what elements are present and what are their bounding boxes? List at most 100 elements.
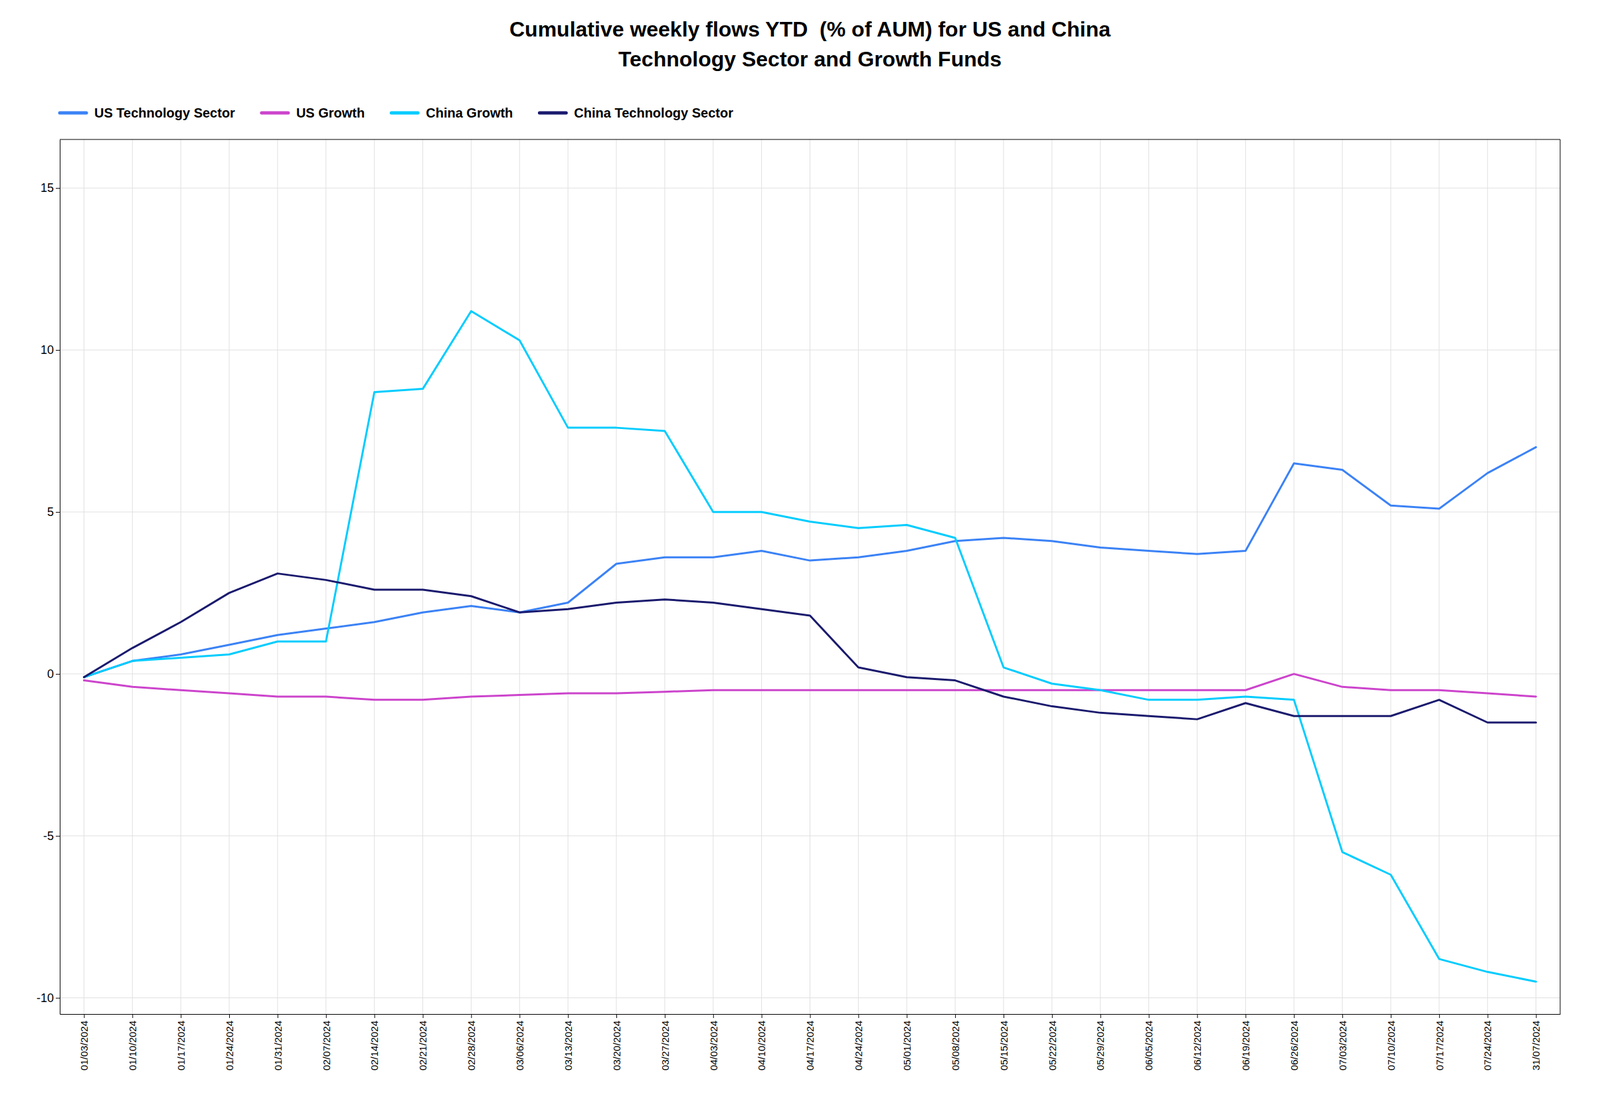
legend-item: US Growth [261,105,365,121]
tick-label: -10 [36,991,54,1005]
tick-label: 04/17/2024 [804,1020,816,1071]
legend-swatch [59,111,87,115]
grid-line [955,139,956,1015]
tick-mark [810,1014,811,1019]
tick-mark [1342,1014,1343,1019]
tick: 02/21/2024 [417,1014,429,1071]
tick-mark [277,1014,279,1019]
chart: -10-505101501/03/202401/10/202401/17/202… [0,0,1600,1107]
tick: 07/03/2024 [1336,1014,1349,1071]
tick-mark [1052,1014,1053,1019]
tick: 07/17/2024 [1433,1014,1446,1071]
tick-label: 02/21/2024 [417,1020,429,1071]
legend: US Technology Sector US Growth China Growt… [59,105,734,121]
grid-line [761,139,762,1015]
grid-line [83,139,85,1015]
tick-label: 06/19/2024 [1240,1020,1252,1071]
line [83,446,1536,677]
tick-label: 01/10/2024 [126,1020,139,1071]
tick-mark [326,1014,327,1019]
legend-label: US Technology Sector [94,105,236,121]
tick-mark [567,1014,569,1019]
tick-label: 31/07/2024 [1530,1020,1542,1071]
tick-mark [55,836,60,837]
tick-mark [229,1014,230,1019]
grid-line [1196,139,1198,1015]
tick-mark [1196,1014,1198,1019]
tick-label: 04/10/2024 [755,1020,768,1071]
grid-line [906,139,908,1015]
tick-label: 15 [40,181,54,195]
tick: 01/17/2024 [175,1014,187,1071]
tick-label: 5 [47,505,54,519]
tick-mark [470,1014,472,1019]
legend-label: US Growth [296,105,365,121]
line [83,573,1536,723]
tick-mark [132,1014,133,1019]
grid-line [1293,139,1295,1015]
grid-line [1342,139,1343,1015]
grid-line [809,139,811,1015]
tick-mark [955,1014,956,1019]
tick-label: 05/15/2024 [998,1020,1010,1071]
tick: 06/19/2024 [1240,1014,1252,1071]
title-line: Technology Sector and Growth Funds [618,47,1002,72]
tick: 03/20/2024 [611,1014,623,1071]
tick-mark [906,1014,908,1019]
grid-line [567,139,569,1015]
axis-line [59,140,61,1015]
legend-item: China Growth [391,105,513,121]
legend-swatch [391,111,418,115]
legend-swatch [261,111,289,115]
tick-mark [1536,1014,1537,1019]
tick-label: -5 [43,829,54,843]
tick-mark [761,1014,763,1019]
grid-line [519,139,521,1015]
grid-line [1487,139,1488,1015]
tick-mark [1003,1014,1005,1019]
tick-label: 01/31/2024 [272,1020,284,1071]
legend-item: China Technology Sector [539,105,734,121]
legend-item: US Technology Sector [59,105,236,121]
tick-mark [664,1014,666,1019]
grid-line [325,139,327,1015]
tick: 01/24/2024 [223,1014,236,1071]
tick: 03/13/2024 [562,1014,574,1071]
grid-line [470,139,472,1015]
tick: 0 [47,667,60,681]
grid-line [858,139,859,1015]
tick: 05/22/2024 [1046,1014,1059,1071]
y-axis: -10 -5 0 5 10 15 [36,140,61,1015]
tick-label: 10 [40,343,54,357]
tick: 31/07/2024 [1530,1014,1542,1071]
tick-label: 05/29/2024 [1094,1020,1106,1071]
tick: 04/24/2024 [852,1014,865,1071]
tick-label: 07/10/2024 [1385,1020,1397,1071]
tick-label: 05/22/2024 [1046,1020,1059,1071]
tick-label: 01/24/2024 [223,1020,236,1071]
plot-frame [59,139,1561,1015]
tick-mark [55,674,60,675]
tick: 02/07/2024 [320,1014,333,1071]
tick-label: 04/24/2024 [852,1020,865,1071]
line [83,311,1536,983]
tick-label: 0 [47,667,54,681]
grid-line [1148,139,1150,1015]
tick-mark [1390,1014,1392,1019]
tick-mark [180,1014,182,1019]
tick: 05/01/2024 [901,1014,913,1071]
grid-line [132,139,133,1015]
tick-label: 03/27/2024 [659,1020,671,1071]
tick-mark [55,350,60,351]
tick: -5 [43,829,60,843]
tick: 04/10/2024 [755,1014,768,1071]
tick-label: 06/12/2024 [1191,1020,1203,1071]
grid-line [1245,139,1246,1015]
tick: 05/29/2024 [1094,1014,1106,1071]
tick: 04/03/2024 [708,1014,720,1071]
tick: 05/08/2024 [949,1014,962,1071]
tick-label: 07/17/2024 [1433,1020,1446,1071]
tick: 07/10/2024 [1385,1014,1397,1071]
tick: 10 [40,343,60,357]
grid-line [229,139,230,1015]
